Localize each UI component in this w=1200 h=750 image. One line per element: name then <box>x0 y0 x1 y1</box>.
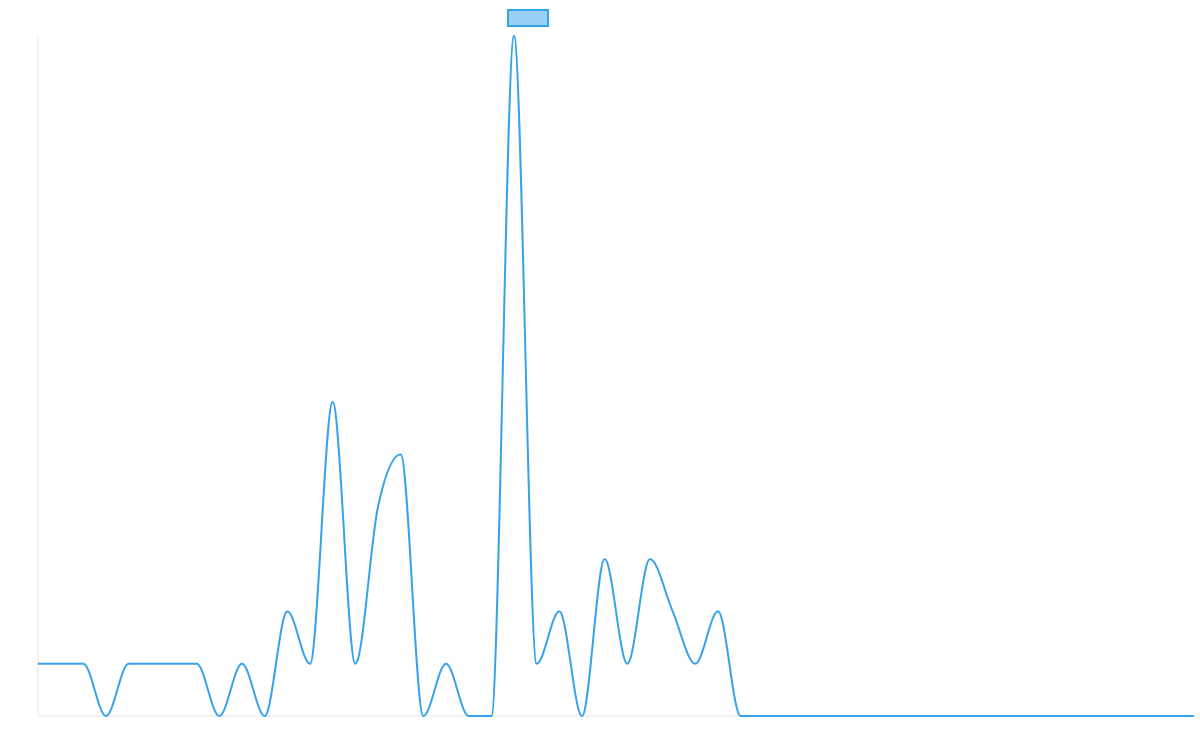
data-point <box>579 713 585 719</box>
data-point <box>760 713 766 719</box>
data-point <box>942 713 948 719</box>
data-point <box>1055 713 1061 719</box>
data-point <box>420 713 426 719</box>
data-point <box>239 661 245 667</box>
data-point <box>1146 713 1152 719</box>
data-point <box>330 399 336 405</box>
data-point <box>216 713 222 719</box>
data-point <box>126 661 132 667</box>
data-point <box>896 713 902 719</box>
data-point <box>919 713 925 719</box>
data-point <box>443 661 449 667</box>
data-point <box>624 661 630 667</box>
data-point <box>670 608 676 614</box>
data-point <box>307 661 313 667</box>
data-point <box>647 556 653 562</box>
data-point <box>987 713 993 719</box>
data-point <box>194 661 200 667</box>
data-point <box>806 713 812 719</box>
data-point <box>375 504 381 510</box>
legend-swatch <box>507 9 549 27</box>
data-point <box>262 713 268 719</box>
data-point <box>148 661 154 667</box>
series-line <box>38 35 1194 717</box>
data-point <box>171 661 177 667</box>
data-point <box>1078 713 1084 719</box>
data-point <box>1191 713 1197 719</box>
data-point <box>35 661 41 667</box>
data-point <box>1032 713 1038 719</box>
data-point <box>783 713 789 719</box>
data-point <box>715 608 721 614</box>
data-point <box>466 713 472 719</box>
data-point <box>874 713 880 719</box>
data-point <box>1010 713 1016 719</box>
data-point <box>534 661 540 667</box>
data-point <box>284 608 290 614</box>
data-point <box>398 451 404 457</box>
data-point <box>602 556 608 562</box>
data-point <box>556 608 562 614</box>
data-point <box>352 661 358 667</box>
data-point <box>851 713 857 719</box>
data-point <box>964 713 970 719</box>
data-point <box>1100 713 1106 719</box>
data-point <box>1168 713 1174 719</box>
data-point <box>511 33 517 39</box>
data-point <box>1123 713 1129 719</box>
data-point <box>738 713 744 719</box>
data-point <box>103 713 109 719</box>
data-point <box>80 661 86 667</box>
data-point <box>828 713 834 719</box>
data-point <box>692 661 698 667</box>
data-point <box>488 713 494 719</box>
data-point <box>58 661 64 667</box>
